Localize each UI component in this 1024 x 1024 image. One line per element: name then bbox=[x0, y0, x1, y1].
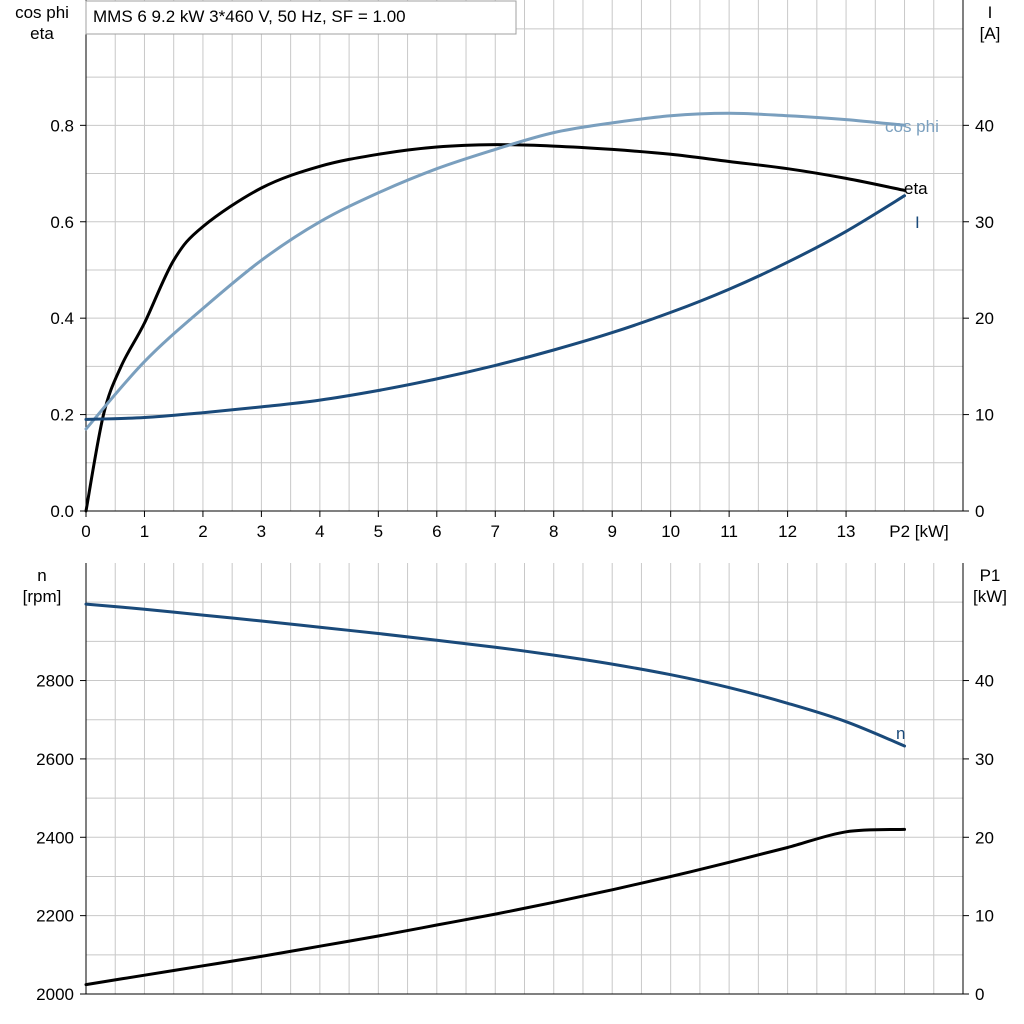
right-axis-title: I bbox=[988, 3, 993, 22]
left-axis-title: [rpm] bbox=[23, 587, 62, 606]
left-tick-label: 0.0 bbox=[50, 502, 74, 521]
left-tick-label: 0.8 bbox=[50, 116, 74, 135]
right-tick-label: 40 bbox=[975, 116, 994, 135]
right-tick-label: 0 bbox=[975, 985, 984, 1004]
left-tick-label: 2600 bbox=[36, 750, 74, 769]
left-axis-title: eta bbox=[30, 24, 54, 43]
series-line-input-power bbox=[84, 827, 906, 987]
right-axis-title: [A] bbox=[980, 24, 1001, 43]
right-tick-label: 10 bbox=[975, 406, 994, 425]
series-line-cos-phi bbox=[84, 111, 906, 431]
series-line-speed bbox=[84, 602, 906, 748]
left-tick-label: 0.4 bbox=[50, 309, 74, 328]
right-tick-label: 40 bbox=[975, 672, 994, 691]
left-tick-label: 2200 bbox=[36, 907, 74, 926]
x-tick-label: 12 bbox=[778, 522, 797, 541]
chart-panel-2: 2000 2200 2400 2600 2800 0 10 20 30 40 n [rpm] P1 [kW… bbox=[23, 563, 1007, 1004]
left-axis-title: n bbox=[37, 566, 46, 585]
x-tick-label: 8 bbox=[549, 522, 558, 541]
x-tick-label: 4 bbox=[315, 522, 324, 541]
chart-title: MMS 6 9.2 kW 3*460 V, 50 Hz, SF = 1.00 bbox=[93, 7, 406, 26]
series-line-eta bbox=[84, 143, 906, 513]
x-tick-label: 3 bbox=[257, 522, 266, 541]
x-tick-label: 13 bbox=[837, 522, 856, 541]
right-tick-label: 30 bbox=[975, 750, 994, 769]
right-tick-label: 20 bbox=[975, 309, 994, 328]
series-label-speed: n bbox=[896, 724, 905, 743]
title-box bbox=[85, 0, 517, 35]
x-tick-label: 7 bbox=[491, 522, 500, 541]
left-tick-label: 2800 bbox=[36, 672, 74, 691]
x-tick-label: 2 bbox=[198, 522, 207, 541]
left-tick-label: 0.6 bbox=[50, 213, 74, 232]
left-tick-label: 2400 bbox=[36, 828, 74, 847]
right-axis-title: P1 bbox=[980, 566, 1001, 585]
x-tick-label: 6 bbox=[432, 522, 441, 541]
left-axis-title: cos phi bbox=[15, 3, 69, 22]
right-tick-label: 0 bbox=[975, 502, 984, 521]
series-label-current: I bbox=[915, 213, 920, 232]
left-tick-label: 0.2 bbox=[50, 406, 74, 425]
right-tick-label: 30 bbox=[975, 213, 994, 232]
x-tick-label: 1 bbox=[140, 522, 149, 541]
x-axis-title: P2 [kW] bbox=[889, 522, 949, 541]
left-tick-label: 2000 bbox=[36, 985, 74, 1004]
series-label-cos-phi: cos phi bbox=[885, 117, 939, 136]
series-label-eta: eta bbox=[904, 179, 928, 198]
right-tick-label: 20 bbox=[975, 828, 994, 847]
x-tick-label: 0 bbox=[81, 522, 90, 541]
right-tick-label: 10 bbox=[975, 907, 994, 926]
x-tick-label: 5 bbox=[374, 522, 383, 541]
x-tick-label: 9 bbox=[607, 522, 616, 541]
right-axis-title: [kW] bbox=[973, 587, 1007, 606]
series-line-current bbox=[84, 194, 906, 421]
x-tick-label: 10 bbox=[661, 522, 680, 541]
x-tick-label: 11 bbox=[720, 522, 738, 541]
